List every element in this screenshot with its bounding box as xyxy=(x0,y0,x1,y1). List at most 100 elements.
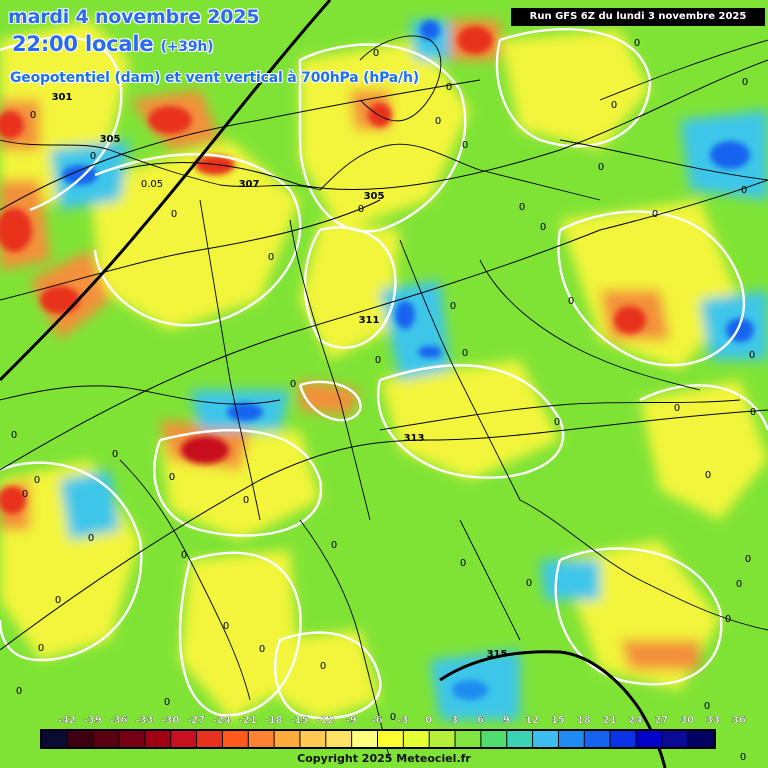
zero-label: 0 xyxy=(88,533,94,544)
zero-contour xyxy=(298,380,362,422)
legend-label: -21 xyxy=(239,715,257,726)
vertical-velocity-field xyxy=(0,20,768,720)
parameter-title: Geopotentiel (dam) et vent vertical à 70… xyxy=(10,70,419,86)
zero-contour xyxy=(178,551,302,717)
field-patch xyxy=(0,20,130,220)
run-info: Run GFS 6Z du lundi 3 novembre 2025 xyxy=(511,8,765,26)
border xyxy=(289,219,371,521)
legend-swatch xyxy=(67,731,93,747)
field-core xyxy=(457,26,493,54)
zero-contour xyxy=(298,43,467,233)
zero-contour xyxy=(0,36,123,212)
zero-contour xyxy=(557,210,746,367)
zero-label: 0 xyxy=(373,48,379,59)
border xyxy=(519,499,768,631)
zero-label: 0 xyxy=(38,643,44,654)
legend-label: -18 xyxy=(265,715,283,726)
zero-label: 0 xyxy=(171,209,177,220)
legend-label: 30 xyxy=(680,715,694,726)
isohypse-label: 305 xyxy=(364,191,385,202)
zero-label: 0 xyxy=(540,222,546,233)
field-core xyxy=(40,286,80,314)
zero-label: 0 xyxy=(90,151,96,162)
isohypse-label: 313 xyxy=(404,433,425,444)
legend-label: 9 xyxy=(503,715,510,726)
zero-contour xyxy=(303,226,397,349)
field-patch xyxy=(500,30,650,150)
legend-swatch xyxy=(455,731,481,747)
legend-swatch xyxy=(688,731,713,747)
field-core xyxy=(418,346,442,358)
borders xyxy=(0,35,768,761)
border xyxy=(299,519,391,761)
legend-swatch xyxy=(584,731,610,747)
zero-label: 0 xyxy=(164,697,170,708)
forecast-time-label: 22:00 locale xyxy=(12,32,154,56)
legend-label: -3 xyxy=(397,715,408,726)
zero-label: 0 xyxy=(259,644,265,655)
legend-swatch xyxy=(558,731,584,747)
legend-label: -33 xyxy=(135,715,153,726)
legend-label: 18 xyxy=(577,715,591,726)
border xyxy=(599,39,768,101)
zero-label: 0 xyxy=(375,355,381,366)
field-patch xyxy=(90,140,300,330)
zero-label: 0 xyxy=(750,407,756,418)
coastline xyxy=(359,35,442,122)
legend-label: 36 xyxy=(732,715,746,726)
zero-label: 0 xyxy=(11,430,17,441)
zero-label: 0 xyxy=(462,348,468,359)
border xyxy=(459,519,521,641)
field-core xyxy=(368,103,392,127)
zero-label: 0 xyxy=(674,403,680,414)
zero-label: 0 xyxy=(112,449,118,460)
zero-label: 0 xyxy=(460,558,466,569)
field-core xyxy=(710,141,750,169)
legend-swatch xyxy=(507,731,533,747)
legend-label: -36 xyxy=(110,715,128,726)
zero-label: 0 xyxy=(705,470,711,481)
legend-swatch xyxy=(222,731,248,747)
legend-label: 15 xyxy=(551,715,565,726)
zero-label: 0 xyxy=(704,701,710,712)
forecast-time: 22:00 locale (+39h) xyxy=(12,32,214,56)
border xyxy=(119,459,251,701)
zero-label: 0 xyxy=(652,209,658,220)
legend-label: 0 xyxy=(425,715,432,726)
field-patch xyxy=(380,360,560,480)
isohypse-label: 301 xyxy=(52,92,73,103)
isohypse-thick xyxy=(0,0,332,382)
field-core xyxy=(395,301,415,329)
zero-label: 0 xyxy=(519,202,525,213)
legend-swatch xyxy=(378,731,403,747)
coastline xyxy=(0,139,321,191)
zero-label: 0 xyxy=(634,38,640,49)
legend-swatch xyxy=(300,731,326,747)
zero-label: 0 xyxy=(741,185,747,196)
legend: -42 -39 -36 -33 -30 -27 -24 -21 -18 -15 -12 -9 -6 -3 0… xyxy=(40,715,746,749)
legend-swatch xyxy=(248,731,274,747)
legend-swatch xyxy=(326,731,352,747)
zero-label: 0 xyxy=(749,350,755,361)
isohypse-label: 315 xyxy=(487,649,508,660)
small-label: 0.05 xyxy=(141,179,163,190)
field-core xyxy=(0,486,26,514)
zero-contour xyxy=(376,364,565,479)
isohypse xyxy=(119,59,768,190)
legend-label: 27 xyxy=(654,715,668,726)
field-patch xyxy=(300,220,400,360)
zero-label: 0 xyxy=(740,752,746,763)
field-core xyxy=(181,436,229,464)
field-core xyxy=(227,403,263,421)
legend-swatch xyxy=(145,731,171,747)
zero-label: 0 xyxy=(611,100,617,111)
legend-label: -15 xyxy=(290,715,308,726)
border xyxy=(399,239,521,501)
legend-swatch xyxy=(274,731,300,747)
zero-label: 0 xyxy=(30,110,36,121)
zero-label: 0 xyxy=(736,579,742,590)
border xyxy=(199,199,261,521)
legend-swatch xyxy=(352,731,377,747)
copyright: Copyright 2025 Meteociel.fr xyxy=(297,752,471,765)
zero-label: 0 xyxy=(223,621,229,632)
